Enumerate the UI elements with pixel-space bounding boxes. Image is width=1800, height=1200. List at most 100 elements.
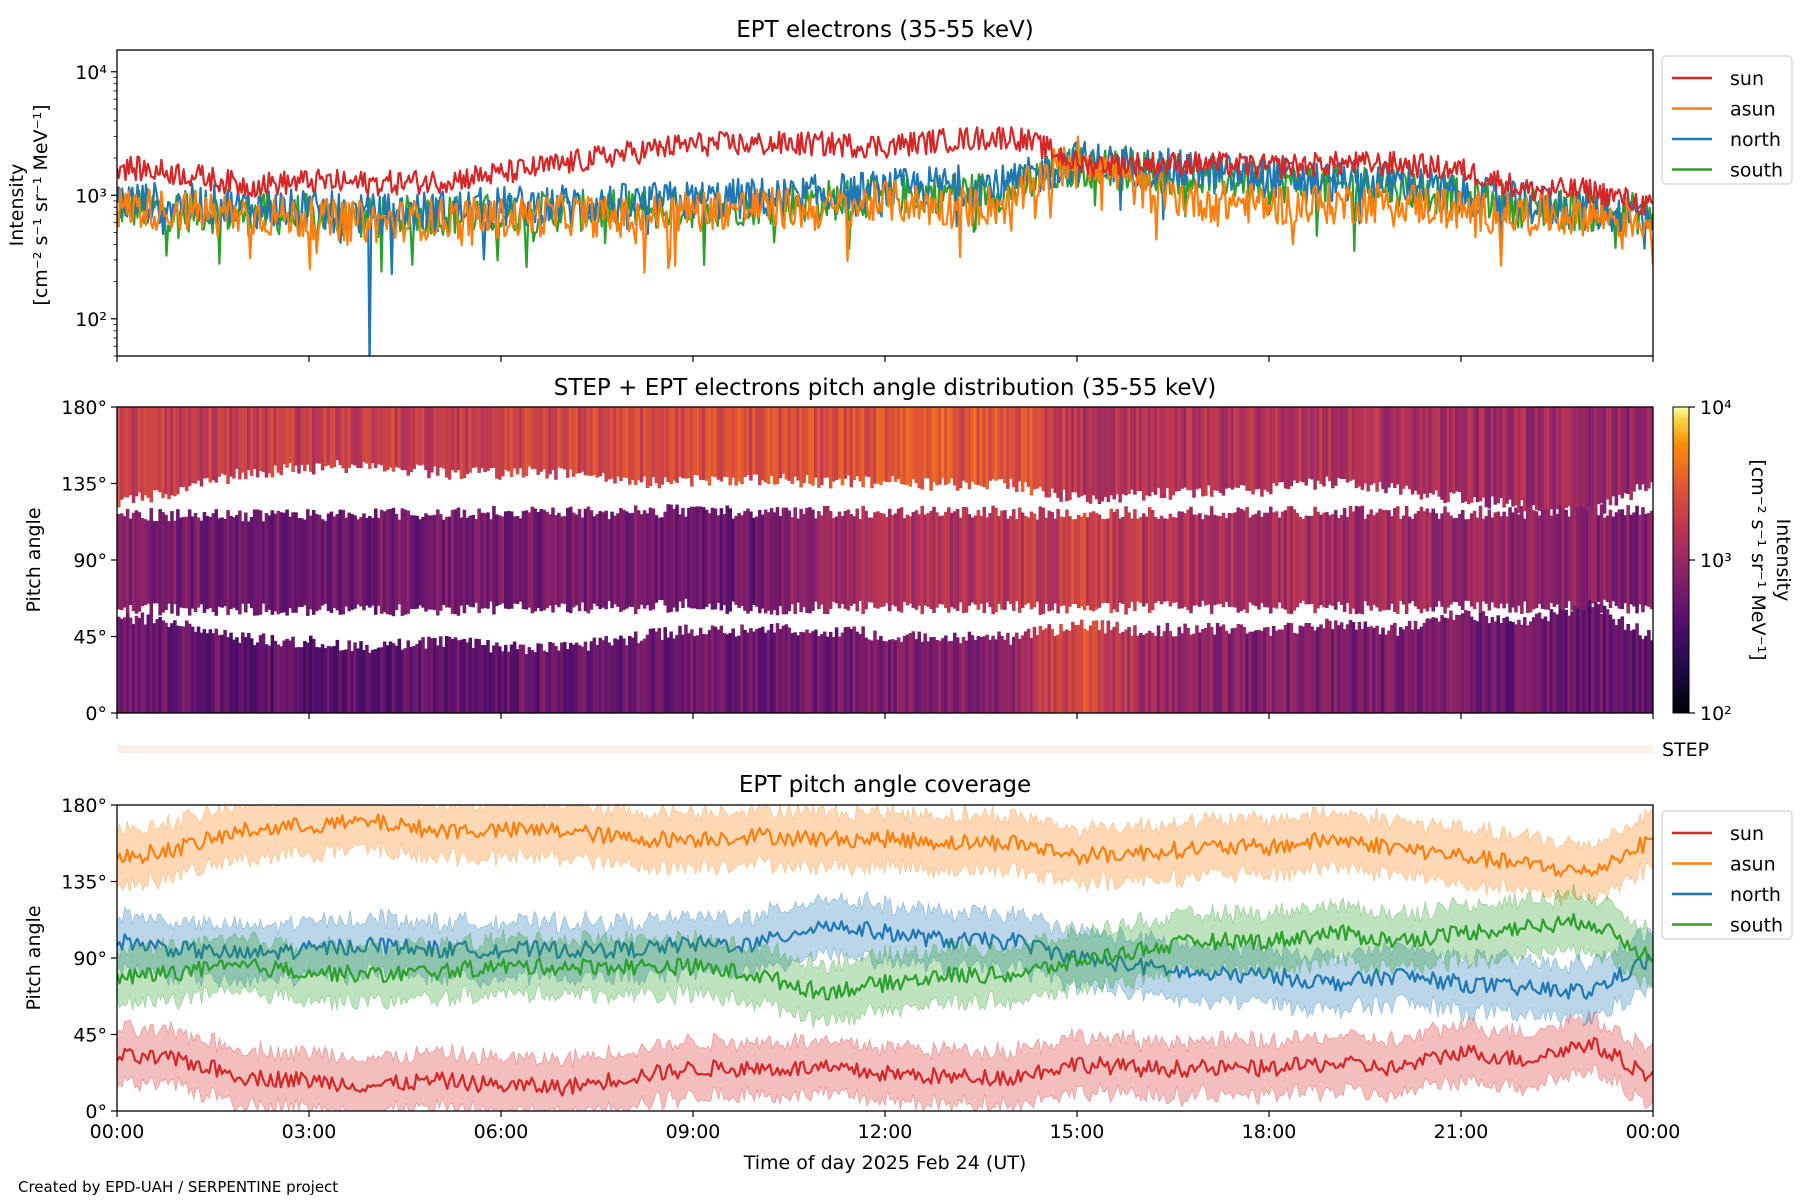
heatmap-cell-sun: [382, 407, 387, 472]
heatmap-cell-asun: [285, 638, 289, 713]
heatmap-cell-asun: [1443, 617, 1447, 713]
heatmap-cell-sun: [713, 407, 718, 478]
heatmap-cell-asun: [1564, 609, 1568, 713]
heatmap-cell-sun: [577, 407, 582, 474]
heatmap-cell-perp: [332, 516, 337, 608]
heatmap-cell-asun: [583, 641, 588, 713]
heatmap-cell-asun: [1552, 612, 1557, 713]
heatmap-cell-sun: [687, 407, 691, 479]
heatmap-cell-perp: [820, 515, 824, 605]
heatmap-cell-perp: [176, 509, 180, 616]
heatmap-cell-perp: [1410, 518, 1415, 602]
heatmap-cell-perp: [970, 517, 975, 603]
heatmap-cell-sun: [1227, 407, 1232, 488]
heatmap-cell-asun: [1396, 635, 1400, 713]
heatmap-cell-perp: [1638, 514, 1642, 605]
heatmap-cell-sun: [326, 407, 331, 466]
heatmap-cell-asun: [574, 642, 579, 713]
heatmap-cell-sun: [1209, 407, 1214, 497]
heatmap-cell-asun: [1150, 632, 1155, 713]
heatmap-cell-perp: [1472, 510, 1477, 610]
heatmap-cell-perp: [1404, 505, 1409, 615]
heatmap-cell-perp: [899, 507, 904, 613]
heatmap-cell-perp: [388, 509, 393, 615]
heatmap-cell-perp: [589, 510, 594, 610]
heatmap-cell-asun: [944, 635, 948, 713]
panel2-ylabel: Pitch angle: [23, 507, 45, 612]
heatmap-cell-asun: [492, 645, 496, 713]
heatmap-cell-asun: [1579, 606, 1583, 713]
heatmap-cell-sun: [436, 407, 440, 476]
heatmap-cell-perp: [728, 508, 732, 612]
heatmap-cell-sun: [548, 407, 552, 475]
heatmap-cell-asun: [811, 631, 815, 713]
heatmap-cell-perp: [932, 506, 936, 614]
heatmap-cell-perp: [855, 508, 860, 612]
heatmap-cell-sun: [672, 407, 676, 481]
heatmap-cell-asun: [512, 641, 517, 713]
heatmap-cell-sun: [1269, 407, 1273, 495]
heatmap-cell-sun: [568, 407, 573, 470]
heatmap-cell-asun: [997, 631, 1001, 713]
colorbar-tick-label: 10²: [1700, 703, 1732, 725]
heatmap-cell-asun: [619, 635, 623, 713]
heatmap-cell-asun: [152, 623, 156, 713]
heatmap-cell-asun: [1440, 615, 1444, 713]
heatmap-cell-asun: [1381, 627, 1385, 713]
heatmap-cell-sun: [131, 407, 136, 503]
heatmap-cell-asun: [586, 650, 591, 713]
heatmap-cell-perp: [1266, 512, 1270, 608]
heatmap-cell-sun: [802, 407, 806, 483]
heatmap-cell-asun: [1463, 610, 1468, 713]
heatmap-cell-perp: [1469, 513, 1474, 607]
heatmap-cell-asun: [1006, 633, 1010, 713]
heatmap-cell-perp: [1183, 513, 1187, 607]
heatmap-cell-perp: [1333, 510, 1338, 610]
heatmap-cell-perp: [926, 513, 930, 607]
heatmap-cell-perp: [1552, 511, 1557, 607]
y-tick-label: 0°: [85, 703, 107, 725]
heatmap-cell-asun: [1378, 634, 1382, 713]
heatmap-cell-sun: [574, 407, 579, 474]
heatmap-cell-sun: [368, 407, 372, 469]
heatmap-cell-perp: [447, 516, 452, 608]
heatmap-cell-perp: [152, 521, 156, 604]
heatmap-cell-perp: [1475, 517, 1480, 603]
heatmap-cell-asun: [1260, 630, 1264, 713]
heatmap-cell-sun: [1582, 407, 1586, 512]
heatmap-cell-asun: [728, 633, 732, 713]
heatmap-cell-asun: [935, 640, 939, 713]
heatmap-cell-asun: [545, 652, 549, 713]
heatmap-cell-asun: [433, 637, 437, 713]
heatmap-cell-asun: [131, 624, 136, 713]
heatmap-cell-sun: [645, 407, 650, 488]
heatmap-cell-asun: [636, 643, 641, 713]
heatmap-cell-sun: [1088, 407, 1093, 504]
heatmap-cell-sun: [495, 407, 499, 479]
heatmap-cell-sun: [1032, 407, 1037, 490]
heatmap-cell-sun: [1023, 407, 1028, 482]
heatmap-cell-sun: [563, 407, 567, 470]
heatmap-cell-asun: [1401, 629, 1406, 713]
heatmap-cell-asun: [146, 614, 151, 713]
heatmap-cell-sun: [1469, 407, 1474, 503]
heatmap-cell-perp: [235, 515, 239, 611]
heatmap-cell-sun: [1440, 407, 1444, 500]
heatmap-cell-sun: [1245, 407, 1249, 491]
heatmap-cell-asun: [1384, 634, 1388, 713]
heatmap-cell-sun: [1472, 407, 1477, 498]
heatmap-cell-sun: [601, 407, 605, 473]
heatmap-cell-asun: [719, 625, 724, 713]
heatmap-cell-sun: [1316, 407, 1320, 481]
heatmap-cell-perp: [994, 507, 998, 613]
y-tick-label: 10⁴: [75, 62, 107, 84]
heatmap-cell-perp: [1339, 515, 1344, 605]
heatmap-cell-perp: [822, 506, 827, 614]
heatmap-cell-sun: [1266, 407, 1270, 492]
heatmap-cell-asun: [1189, 634, 1193, 713]
heatmap-cell-perp: [1139, 517, 1143, 603]
heatmap-cell-sun: [518, 407, 523, 469]
heatmap-cell-sun: [1552, 407, 1557, 513]
heatmap-cell-asun: [557, 650, 561, 713]
heatmap-cell-perp: [155, 521, 159, 604]
